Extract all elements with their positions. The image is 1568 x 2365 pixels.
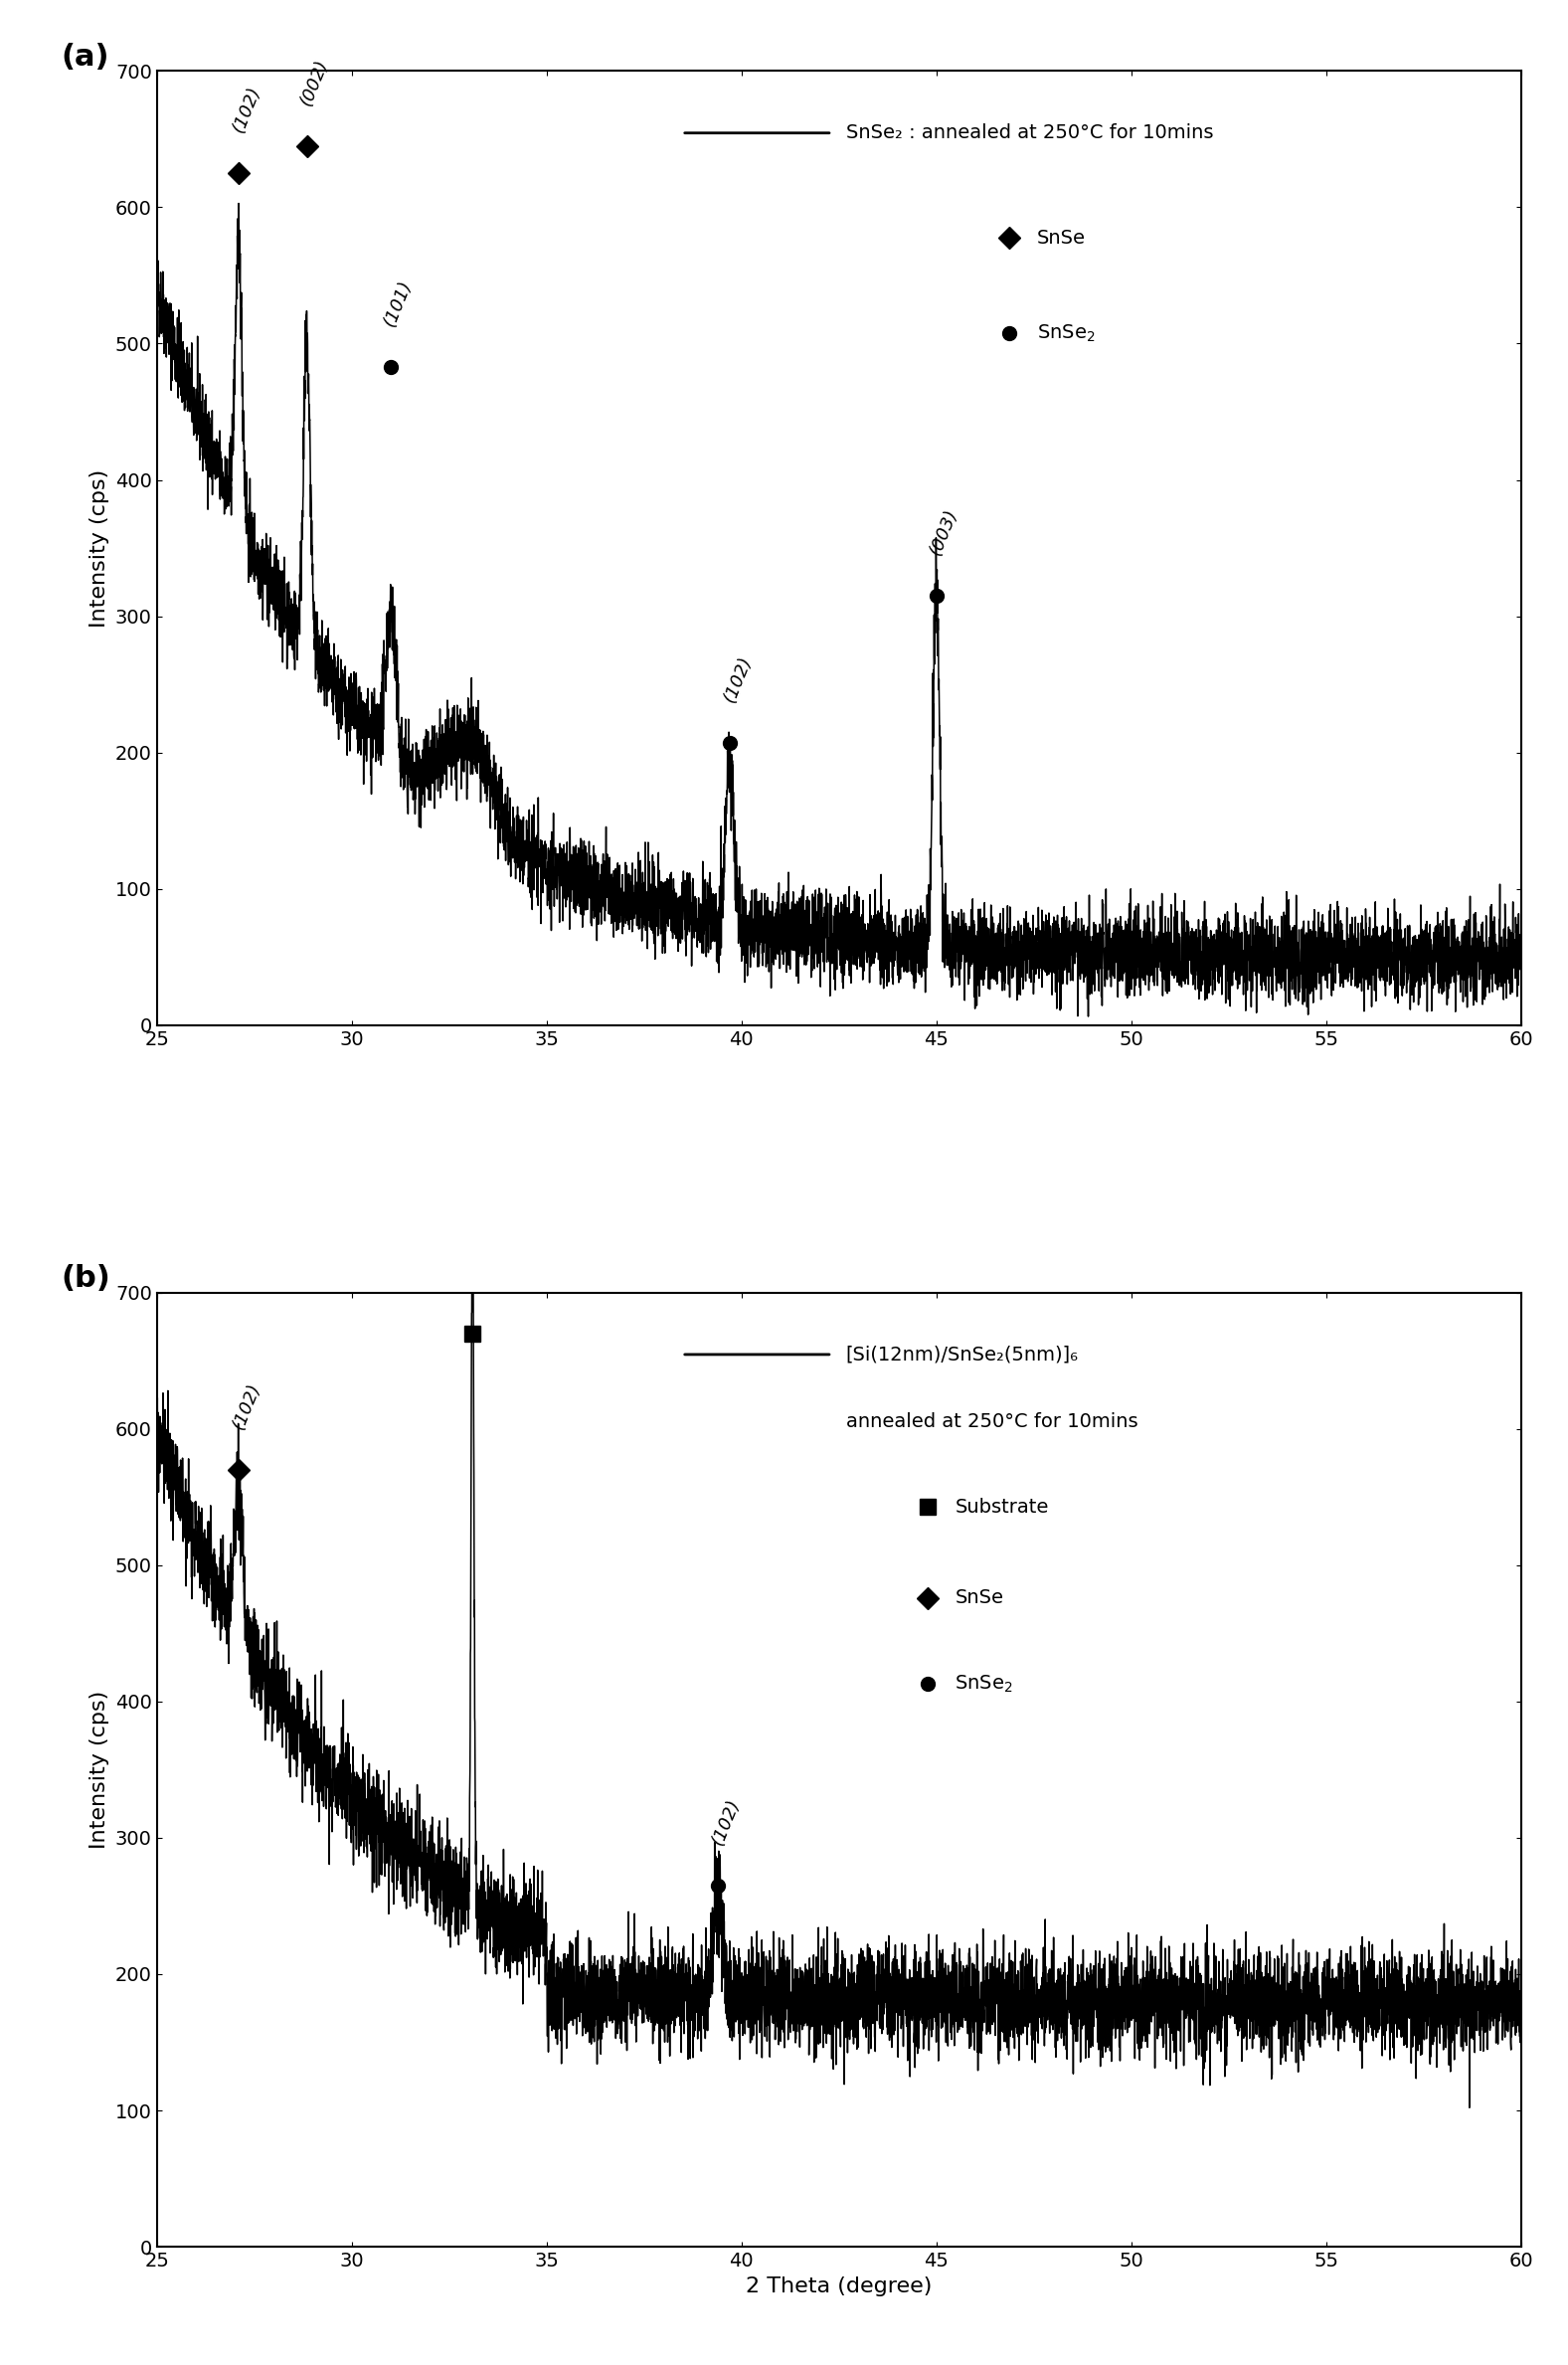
Text: SnSe₂ : annealed at 250°C for 10mins: SnSe₂ : annealed at 250°C for 10mins <box>845 123 1214 142</box>
Text: annealed at 250°C for 10mins: annealed at 250°C for 10mins <box>845 1412 1138 1431</box>
Y-axis label: Intensity (cps): Intensity (cps) <box>89 1691 110 1849</box>
Text: SnSe$_2$: SnSe$_2$ <box>955 1672 1013 1693</box>
Text: (a): (a) <box>61 43 110 71</box>
Text: Substrate: Substrate <box>955 1497 1049 1516</box>
Text: SnSe: SnSe <box>955 1589 1004 1608</box>
Text: (101): (101) <box>381 277 416 329</box>
Text: (102): (102) <box>720 653 754 705</box>
Y-axis label: Intensity (cps): Intensity (cps) <box>89 468 110 627</box>
Text: [Si(12nm)/SnSe₂(5nm)]₆: [Si(12nm)/SnSe₂(5nm)]₆ <box>845 1346 1079 1365</box>
Text: (002): (002) <box>298 57 332 109</box>
Text: (102): (102) <box>229 83 263 135</box>
Text: SnSe$_2$: SnSe$_2$ <box>1036 322 1094 343</box>
Text: (102): (102) <box>709 1795 743 1847</box>
Text: (b): (b) <box>61 1263 111 1294</box>
Text: (003): (003) <box>927 506 961 558</box>
X-axis label: 2 Theta (degree): 2 Theta (degree) <box>746 2275 931 2296</box>
Text: SnSe: SnSe <box>1036 229 1085 248</box>
Text: (102): (102) <box>229 1381 263 1431</box>
